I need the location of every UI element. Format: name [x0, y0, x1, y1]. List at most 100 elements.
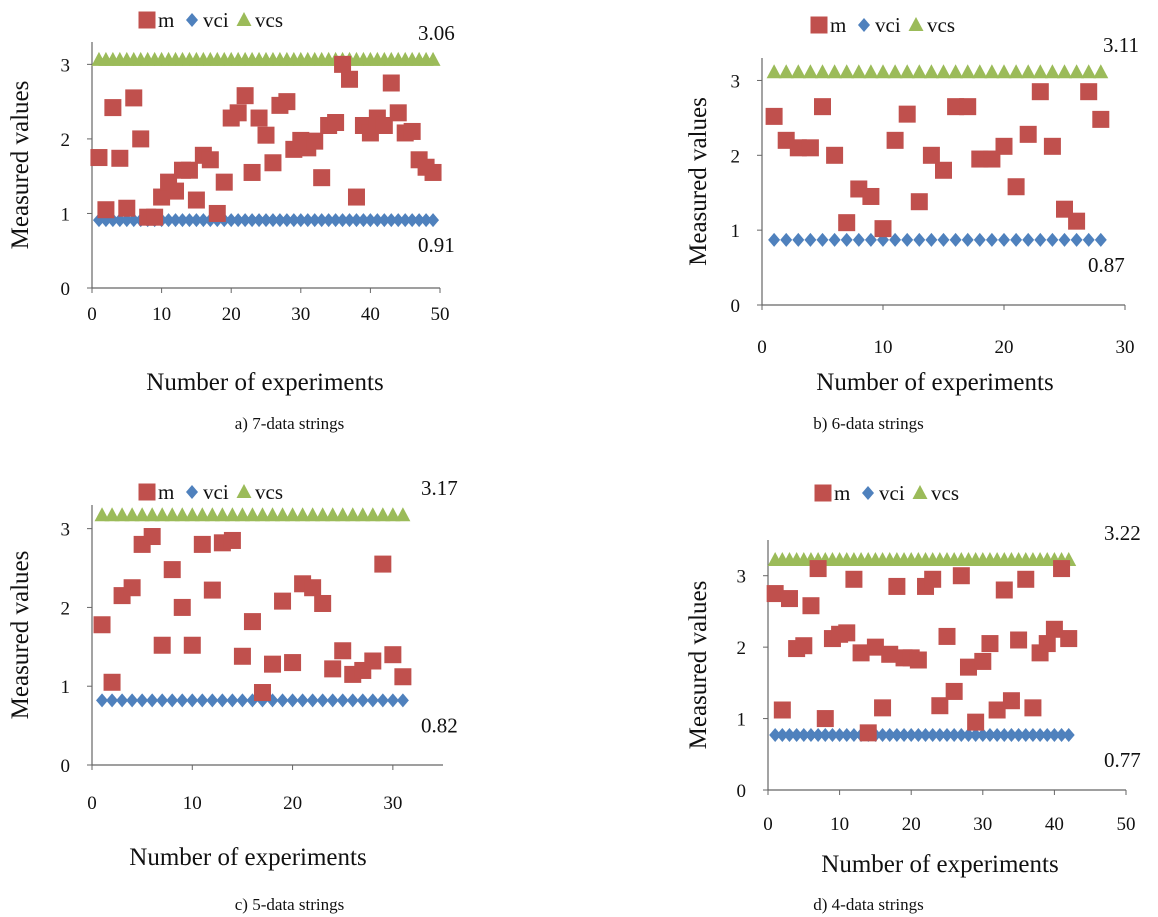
m-point [935, 161, 952, 179]
chart-b-group: 0 10 20 30 0 1 2 3 3.11 0.87 m vci vcs Number of expe… [685, 13, 1139, 396]
vcs-point [1044, 64, 1060, 79]
vci-point [266, 213, 279, 228]
vci-point [998, 232, 1010, 247]
m-point [1007, 178, 1025, 196]
x-axis-title: Number of experiments [821, 851, 1058, 878]
m-point [995, 581, 1013, 599]
chart-c-svg: 0 10 20 30 0 1 2 3 3.17 0.82 m vci vcs Number of expe… [7, 476, 458, 871]
m-point [334, 642, 352, 660]
m-point [967, 713, 985, 731]
vci-point [399, 213, 412, 228]
legend-m-label: m [158, 480, 174, 504]
vci-point [366, 693, 379, 708]
vcs-point [285, 507, 301, 522]
x-tick-label: 30 [1116, 337, 1135, 358]
vcs-point [295, 507, 311, 522]
vci-point [1046, 232, 1059, 247]
vcs-point [254, 507, 270, 522]
vci-point [852, 232, 865, 247]
m-point [278, 93, 296, 111]
vci-point [973, 232, 986, 247]
vci-point [901, 232, 914, 247]
vci-point [890, 728, 903, 742]
m-point [1031, 83, 1049, 101]
vci-point [847, 728, 860, 742]
m-point [153, 188, 171, 206]
vci-point [816, 232, 829, 247]
y-tick-label: 3 [61, 55, 71, 76]
m-point [243, 163, 261, 181]
m-point [1053, 560, 1071, 578]
vcs-point [960, 64, 976, 79]
vcs-point [425, 51, 441, 66]
vci-point [941, 728, 953, 742]
vci-point [804, 728, 817, 742]
m-point [153, 636, 171, 654]
m-point [938, 627, 956, 645]
vci-value-label: 0.82 [421, 713, 458, 737]
legend-vci-marker [858, 18, 870, 32]
vci-point [776, 728, 789, 742]
vcs-point [114, 507, 130, 522]
m-point [995, 137, 1013, 155]
vcs-point [790, 64, 806, 79]
vci-value-label: 0.77 [1104, 748, 1141, 772]
y-tick-label: 0 [61, 279, 71, 300]
y-tick-label: 0 [61, 756, 71, 777]
vci-point [186, 693, 199, 708]
m-point [1045, 620, 1063, 638]
legend-m-label: m [834, 481, 850, 505]
vci-point [176, 213, 189, 228]
vcs-point [144, 507, 160, 522]
vcs-point [972, 64, 988, 79]
vcs-point [1020, 64, 1036, 79]
y-tick-label: 1 [737, 710, 747, 731]
vcs-value-label: 3.06 [418, 21, 455, 45]
m-point [257, 126, 275, 144]
chart-a-svg: 0 10 20 30 40 50 0 1 2 3 3.06 0.91 m vci vcs Number of … [7, 8, 455, 396]
vcs-point [214, 507, 230, 522]
x-axis-title: Number of experiments [146, 369, 383, 396]
m-point [809, 560, 827, 578]
vcs-point [851, 64, 867, 79]
vci-point [826, 728, 839, 742]
vci-point [840, 232, 853, 247]
vci-point [386, 693, 399, 708]
vcs-point [194, 507, 210, 522]
m-point [389, 104, 407, 122]
m-point [208, 204, 226, 222]
vci-point [769, 728, 782, 742]
m-point [922, 146, 940, 164]
vcs-point [365, 507, 381, 522]
legend-m-marker [814, 484, 832, 502]
vci-point [308, 213, 321, 228]
m-point [384, 646, 402, 664]
vci-point [876, 728, 889, 742]
vci-point [1055, 728, 1068, 742]
vci-point [413, 213, 426, 228]
chart-d-caption: d) 4-data strings [813, 895, 924, 914]
y-tick-label: 3 [61, 520, 71, 541]
x-tick-label: 20 [283, 793, 302, 814]
legend-m-label: m [830, 13, 846, 37]
vcs-point [1069, 64, 1085, 79]
vci-point [828, 232, 841, 247]
m-point [852, 644, 870, 662]
m-point [193, 535, 211, 553]
vcs-point [899, 64, 915, 79]
vci-point [216, 693, 229, 708]
vci-point [998, 728, 1011, 742]
vci-point [306, 693, 319, 708]
x-tick-label: 30 [973, 814, 992, 835]
vci-point [427, 213, 440, 228]
vci-point [385, 213, 398, 228]
m-point [845, 570, 863, 588]
vcs-point [996, 64, 1012, 79]
vci-point [226, 693, 239, 708]
vci-point [1005, 728, 1018, 742]
m-point [874, 699, 892, 717]
x-tick-label: 50 [431, 304, 450, 325]
vci-point [96, 693, 109, 708]
x-tick-label: 0 [87, 304, 97, 325]
vci-point [919, 728, 932, 742]
